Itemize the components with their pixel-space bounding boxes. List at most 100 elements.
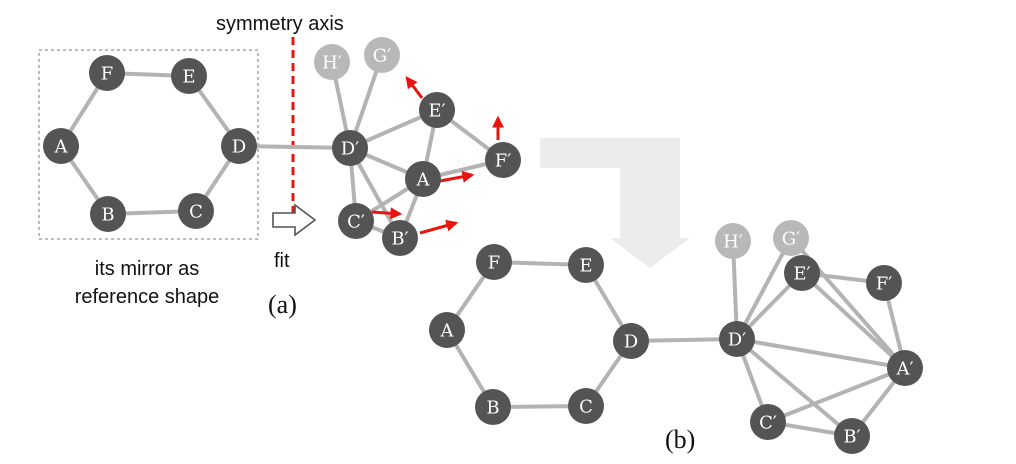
node-circle bbox=[773, 220, 809, 256]
reference-caption-line2: reference shape bbox=[75, 286, 220, 308]
node-label: C bbox=[579, 397, 593, 418]
node-circle bbox=[419, 92, 455, 128]
node-circle bbox=[750, 404, 786, 440]
node-label: F′ bbox=[876, 274, 893, 295]
node-label: B′ bbox=[391, 229, 408, 250]
node-label: D′ bbox=[728, 330, 747, 351]
node-circle bbox=[866, 265, 902, 301]
node-label: E bbox=[182, 67, 195, 88]
node-label: H′ bbox=[723, 232, 743, 253]
node-label: F′ bbox=[495, 151, 512, 172]
panel-b-node-d: D bbox=[613, 323, 649, 359]
panel-a-caption: (a) bbox=[268, 290, 297, 319]
node-label: D bbox=[232, 137, 246, 158]
panel-b-node-h2: H′ bbox=[715, 223, 751, 259]
node-label: E′ bbox=[793, 264, 810, 285]
node-circle bbox=[43, 128, 79, 164]
node-label: D bbox=[624, 332, 638, 353]
panel-a-node-d: D bbox=[221, 128, 257, 164]
panel-b-node-c: C bbox=[568, 388, 604, 424]
node-label: B bbox=[486, 398, 499, 419]
panel-b-edge-d2-g2 bbox=[735, 236, 793, 341]
node-label: C′ bbox=[347, 212, 365, 233]
node-circle bbox=[719, 321, 755, 357]
move-arrow bbox=[405, 76, 424, 99]
panel-a-node-f: F bbox=[89, 55, 125, 91]
symmetry-axis-label: symmetry axis bbox=[216, 13, 344, 35]
panel-a-nodes: A B C D E F D′ E′ F′ A C′ B′ H′ G′ bbox=[43, 37, 521, 256]
node-circle bbox=[429, 312, 465, 348]
node-circle bbox=[715, 223, 751, 259]
node-circle bbox=[887, 350, 923, 386]
node-circle bbox=[613, 323, 649, 359]
node-label: A′ bbox=[895, 359, 913, 380]
node-label: G′ bbox=[782, 229, 800, 250]
panel-b-node-f: F bbox=[476, 244, 512, 280]
panel-a-node-f2: F′ bbox=[485, 142, 521, 178]
panel-a-node-b: B bbox=[90, 196, 126, 232]
panel-a-node-h2: H′ bbox=[314, 44, 350, 80]
node-circle bbox=[568, 388, 604, 424]
node-circle bbox=[485, 142, 521, 178]
node-label: F bbox=[488, 253, 501, 274]
panel-b-node-f2: F′ bbox=[866, 265, 902, 301]
node-circle bbox=[784, 255, 820, 291]
panel-a-move-arrows bbox=[371, 76, 504, 235]
node-circle bbox=[338, 203, 374, 239]
node-circle bbox=[382, 220, 418, 256]
node-circle bbox=[364, 37, 400, 73]
node-circle bbox=[834, 418, 870, 454]
panel-b-node-e: E bbox=[568, 247, 604, 283]
panel-b-node-a2: A′ bbox=[887, 350, 923, 386]
node-circle bbox=[568, 247, 604, 283]
node-circle bbox=[476, 244, 512, 280]
node-label: H′ bbox=[322, 53, 342, 74]
panel-a-node-e: E bbox=[171, 58, 207, 94]
move-arrow bbox=[439, 170, 475, 183]
panel-a-edges bbox=[59, 53, 505, 240]
node-label: B bbox=[101, 205, 114, 226]
node-circle bbox=[405, 161, 441, 197]
panel-a-edge-d-d2 bbox=[237, 144, 352, 150]
node-circle bbox=[314, 44, 350, 80]
panel-a-node-b2: B′ bbox=[382, 220, 418, 256]
node-circle bbox=[90, 196, 126, 232]
panel-b-node-c2: C′ bbox=[750, 404, 786, 440]
panel-a-node-c2: C′ bbox=[338, 203, 374, 239]
node-circle bbox=[221, 128, 257, 164]
node-circle bbox=[475, 389, 511, 425]
node-label: E bbox=[579, 256, 592, 277]
panel-a-node-e2: E′ bbox=[419, 92, 455, 128]
node-label: G′ bbox=[373, 46, 391, 67]
panel-a-node-d2: D′ bbox=[332, 130, 368, 166]
panel-b-edge-d2-b2 bbox=[735, 337, 854, 438]
fit-arrow-icon bbox=[272, 203, 317, 237]
node-label: D′ bbox=[341, 139, 360, 160]
panel-b-node-b2: B′ bbox=[834, 418, 870, 454]
panel-b-node-b: B bbox=[475, 389, 511, 425]
node-circle bbox=[89, 55, 125, 91]
panel-b-node-g2: G′ bbox=[773, 220, 809, 256]
panel-b-node-a: A bbox=[429, 312, 465, 348]
node-label: F bbox=[101, 64, 114, 85]
panel-b-caption: (b) bbox=[665, 425, 695, 454]
fit-label: fit bbox=[274, 250, 290, 272]
node-label: C′ bbox=[759, 413, 777, 434]
panel-b-node-d2: D′ bbox=[719, 321, 755, 357]
transition-arrow bbox=[540, 138, 690, 268]
panel-a-node-a2: A bbox=[405, 161, 441, 197]
node-label: A bbox=[54, 137, 69, 158]
panel-b-edge-d2-a2 bbox=[735, 337, 907, 370]
node-label: A bbox=[440, 321, 455, 342]
panel-b-edges bbox=[445, 236, 907, 438]
node-circle bbox=[178, 193, 214, 229]
panel-b-node-e2: E′ bbox=[784, 255, 820, 291]
move-arrow bbox=[419, 219, 459, 235]
node-circle bbox=[332, 130, 368, 166]
node-label: C bbox=[189, 202, 203, 223]
panel-a-node-c: C bbox=[178, 193, 214, 229]
move-arrow bbox=[371, 207, 403, 220]
node-label: B′ bbox=[843, 427, 860, 448]
node-label: E′ bbox=[428, 101, 445, 122]
